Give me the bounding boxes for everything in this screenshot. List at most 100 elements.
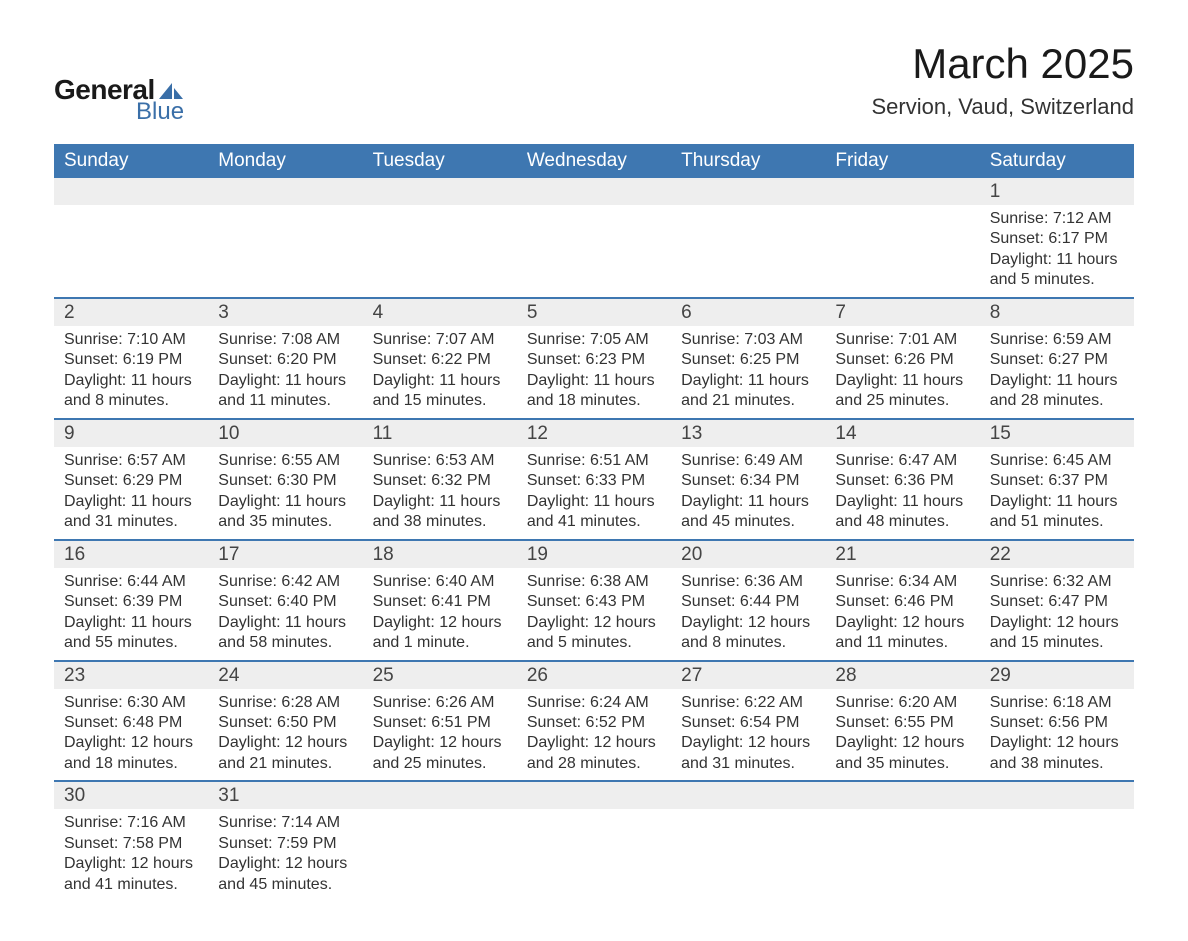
day-detail-line: Daylight: 11 hours and 5 minutes. bbox=[990, 250, 1124, 291]
day-detail-line: Daylight: 11 hours and 51 minutes. bbox=[990, 492, 1124, 533]
day-detail-line: Sunrise: 6:28 AM bbox=[218, 693, 352, 713]
day-cell: Sunrise: 7:01 AMSunset: 6:26 PMDaylight:… bbox=[825, 326, 979, 419]
day-header-sunday: Sunday bbox=[54, 144, 208, 178]
day-cell bbox=[825, 205, 979, 298]
day-cell bbox=[825, 809, 979, 901]
day-detail-line: Sunrise: 7:10 AM bbox=[64, 330, 198, 350]
day-detail-line: Sunset: 6:47 PM bbox=[990, 592, 1124, 612]
day-number bbox=[363, 781, 517, 809]
day-cell: Sunrise: 6:24 AMSunset: 6:52 PMDaylight:… bbox=[517, 689, 671, 782]
day-detail-line: Sunset: 6:27 PM bbox=[990, 350, 1124, 370]
day-detail-line: Sunset: 6:22 PM bbox=[373, 350, 507, 370]
day-detail-line: Sunset: 6:50 PM bbox=[218, 713, 352, 733]
day-detail-line: Sunrise: 6:30 AM bbox=[64, 693, 198, 713]
day-number: 26 bbox=[517, 661, 671, 689]
day-cell: Sunrise: 6:40 AMSunset: 6:41 PMDaylight:… bbox=[363, 568, 517, 661]
day-detail-line: Sunset: 6:20 PM bbox=[218, 350, 352, 370]
day-cell: Sunrise: 6:45 AMSunset: 6:37 PMDaylight:… bbox=[980, 447, 1134, 540]
day-number bbox=[363, 178, 517, 205]
day-detail-line: Daylight: 11 hours and 28 minutes. bbox=[990, 371, 1124, 412]
day-detail-line: Sunset: 6:54 PM bbox=[681, 713, 815, 733]
day-number: 22 bbox=[980, 540, 1134, 568]
day-detail-line: Sunset: 6:33 PM bbox=[527, 471, 661, 491]
day-cell: Sunrise: 6:36 AMSunset: 6:44 PMDaylight:… bbox=[671, 568, 825, 661]
day-detail-line: Sunrise: 6:32 AM bbox=[990, 572, 1124, 592]
day-detail-line: Daylight: 11 hours and 48 minutes. bbox=[835, 492, 969, 533]
day-header-monday: Monday bbox=[208, 144, 362, 178]
day-detail-line: Sunrise: 7:08 AM bbox=[218, 330, 352, 350]
day-cell bbox=[980, 809, 1134, 901]
week-4-daynums: 23242526272829 bbox=[54, 661, 1134, 689]
day-cell: Sunrise: 6:59 AMSunset: 6:27 PMDaylight:… bbox=[980, 326, 1134, 419]
day-detail-line: Daylight: 11 hours and 15 minutes. bbox=[373, 371, 507, 412]
day-number bbox=[517, 178, 671, 205]
day-detail-line: Sunrise: 7:03 AM bbox=[681, 330, 815, 350]
day-detail-line: Sunrise: 6:49 AM bbox=[681, 451, 815, 471]
day-cell bbox=[54, 205, 208, 298]
day-detail-line: Daylight: 12 hours and 38 minutes. bbox=[990, 733, 1124, 774]
day-cell bbox=[671, 205, 825, 298]
day-number bbox=[517, 781, 671, 809]
day-detail-line: Sunset: 6:34 PM bbox=[681, 471, 815, 491]
day-cell: Sunrise: 7:14 AMSunset: 7:59 PMDaylight:… bbox=[208, 809, 362, 901]
day-number: 9 bbox=[54, 419, 208, 447]
day-detail-line: Sunset: 6:48 PM bbox=[64, 713, 198, 733]
day-detail-line: Sunrise: 7:01 AM bbox=[835, 330, 969, 350]
day-detail-line: Sunset: 6:52 PM bbox=[527, 713, 661, 733]
day-detail-line: Sunrise: 6:55 AM bbox=[218, 451, 352, 471]
day-cell: Sunrise: 6:51 AMSunset: 6:33 PMDaylight:… bbox=[517, 447, 671, 540]
day-detail-line: Daylight: 11 hours and 8 minutes. bbox=[64, 371, 198, 412]
day-cell bbox=[363, 205, 517, 298]
week-5-daynums: 3031 bbox=[54, 781, 1134, 809]
day-number: 15 bbox=[980, 419, 1134, 447]
day-detail-line: Daylight: 11 hours and 35 minutes. bbox=[218, 492, 352, 533]
day-cell bbox=[517, 205, 671, 298]
day-number: 30 bbox=[54, 781, 208, 809]
day-detail-line: Daylight: 12 hours and 21 minutes. bbox=[218, 733, 352, 774]
day-detail-line: Daylight: 12 hours and 5 minutes. bbox=[527, 613, 661, 654]
day-cell: Sunrise: 6:47 AMSunset: 6:36 PMDaylight:… bbox=[825, 447, 979, 540]
day-detail-line: Daylight: 12 hours and 1 minute. bbox=[373, 613, 507, 654]
day-number: 31 bbox=[208, 781, 362, 809]
day-detail-line: Sunrise: 6:57 AM bbox=[64, 451, 198, 471]
day-number bbox=[825, 178, 979, 205]
day-detail-line: Sunrise: 6:53 AM bbox=[373, 451, 507, 471]
day-cell: Sunrise: 6:34 AMSunset: 6:46 PMDaylight:… bbox=[825, 568, 979, 661]
day-header-thursday: Thursday bbox=[671, 144, 825, 178]
day-number: 21 bbox=[825, 540, 979, 568]
day-number: 13 bbox=[671, 419, 825, 447]
week-3-content: Sunrise: 6:44 AMSunset: 6:39 PMDaylight:… bbox=[54, 568, 1134, 661]
day-detail-line: Sunrise: 6:47 AM bbox=[835, 451, 969, 471]
day-cell: Sunrise: 7:12 AMSunset: 6:17 PMDaylight:… bbox=[980, 205, 1134, 298]
day-number bbox=[671, 781, 825, 809]
day-number: 4 bbox=[363, 298, 517, 326]
day-number: 11 bbox=[363, 419, 517, 447]
day-detail-line: Sunset: 6:26 PM bbox=[835, 350, 969, 370]
day-detail-line: Sunrise: 6:20 AM bbox=[835, 693, 969, 713]
week-2-content: Sunrise: 6:57 AMSunset: 6:29 PMDaylight:… bbox=[54, 447, 1134, 540]
day-detail-line: Daylight: 12 hours and 15 minutes. bbox=[990, 613, 1124, 654]
day-cell: Sunrise: 6:49 AMSunset: 6:34 PMDaylight:… bbox=[671, 447, 825, 540]
day-cell: Sunrise: 6:57 AMSunset: 6:29 PMDaylight:… bbox=[54, 447, 208, 540]
day-detail-line: Sunset: 6:56 PM bbox=[990, 713, 1124, 733]
day-number: 3 bbox=[208, 298, 362, 326]
day-cell: Sunrise: 6:28 AMSunset: 6:50 PMDaylight:… bbox=[208, 689, 362, 782]
day-detail-line: Daylight: 12 hours and 35 minutes. bbox=[835, 733, 969, 774]
day-detail-line: Daylight: 11 hours and 38 minutes. bbox=[373, 492, 507, 533]
day-cell: Sunrise: 6:55 AMSunset: 6:30 PMDaylight:… bbox=[208, 447, 362, 540]
location: Servion, Vaud, Switzerland bbox=[871, 94, 1134, 120]
day-detail-line: Sunset: 6:46 PM bbox=[835, 592, 969, 612]
day-detail-line: Sunset: 6:51 PM bbox=[373, 713, 507, 733]
day-detail-line: Daylight: 11 hours and 18 minutes. bbox=[527, 371, 661, 412]
day-cell: Sunrise: 7:16 AMSunset: 7:58 PMDaylight:… bbox=[54, 809, 208, 901]
day-cell: Sunrise: 6:18 AMSunset: 6:56 PMDaylight:… bbox=[980, 689, 1134, 782]
day-detail-line: Sunset: 6:23 PM bbox=[527, 350, 661, 370]
day-detail-line: Sunset: 6:36 PM bbox=[835, 471, 969, 491]
day-cell bbox=[363, 809, 517, 901]
day-header-wednesday: Wednesday bbox=[517, 144, 671, 178]
day-detail-line: Sunset: 7:58 PM bbox=[64, 834, 198, 854]
day-cell bbox=[517, 809, 671, 901]
day-detail-line: Sunrise: 6:42 AM bbox=[218, 572, 352, 592]
day-number: 25 bbox=[363, 661, 517, 689]
day-number: 5 bbox=[517, 298, 671, 326]
